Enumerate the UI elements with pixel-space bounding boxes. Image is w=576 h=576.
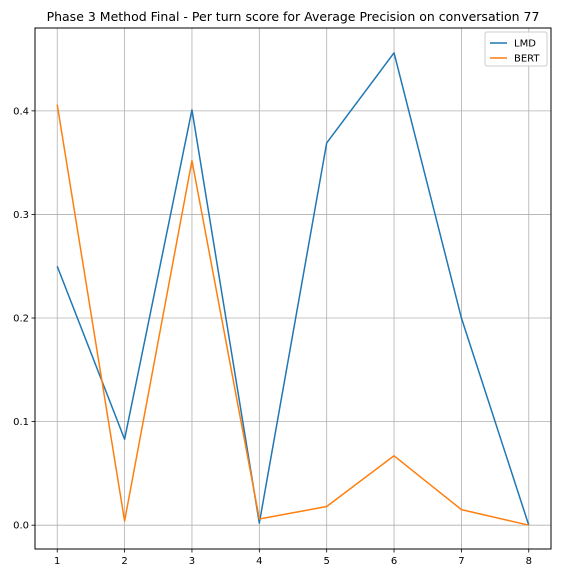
series-line-lmd [56, 52, 530, 526]
x-tick-label: 4 [256, 556, 262, 567]
legend-label-lmd: LMD [514, 39, 536, 50]
x-tick-label: 3 [189, 556, 195, 567]
y-tick-label: 0.1 [13, 417, 29, 428]
x-tick-label: 5 [323, 556, 329, 567]
y-tick-label: 0.3 [13, 210, 29, 221]
x-tick-label: 8 [526, 556, 532, 567]
plot-area-frame [34, 27, 552, 550]
y-tick-label: 0.2 [13, 314, 29, 325]
x-tick-label: 6 [391, 556, 397, 567]
x-tick-label: 7 [458, 556, 464, 567]
chart-title: Phase 3 Method Final - Per turn score fo… [47, 9, 540, 24]
series-line-bert [56, 104, 529, 526]
y-tick-label: 0.0 [13, 521, 29, 532]
series-lines [56, 52, 530, 526]
legend: LMD BERT [484, 31, 548, 67]
x-tick-label: 1 [54, 556, 60, 567]
grid-lines [35, 28, 551, 549]
axis-ticks: 1 2 3 4 5 6 7 8 0.0 0.1 0.2 0.3 0.4 [13, 106, 532, 567]
legend-label-bert: BERT [514, 54, 540, 65]
y-tick-label: 0.4 [13, 106, 29, 117]
x-tick-label: 2 [121, 556, 127, 567]
